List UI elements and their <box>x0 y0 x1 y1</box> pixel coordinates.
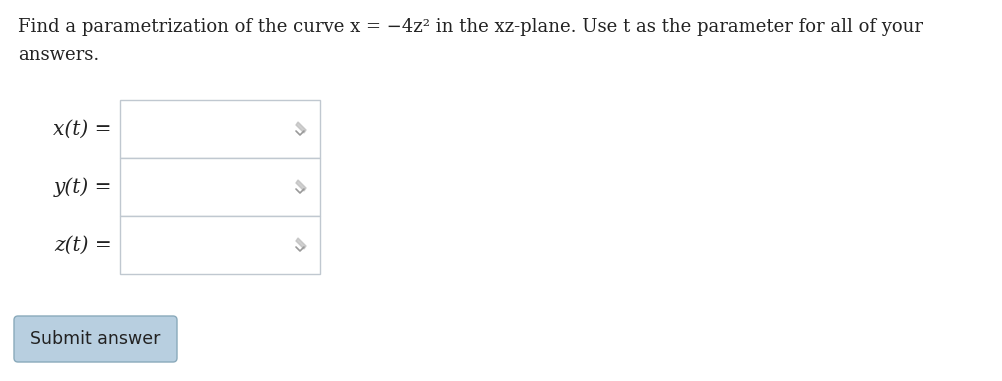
Text: answers.: answers. <box>18 46 99 64</box>
Text: Submit answer: Submit answer <box>30 330 160 348</box>
Bar <box>120 158 320 216</box>
Text: Find a parametrization of the curve x = −4z² in the xz-plane. Use t as the param: Find a parametrization of the curve x = … <box>18 18 923 36</box>
Text: z(t) =: z(t) = <box>54 235 112 255</box>
Bar <box>120 100 320 158</box>
Polygon shape <box>296 122 306 133</box>
Polygon shape <box>296 238 306 249</box>
Bar <box>120 216 320 274</box>
Text: y(t) =: y(t) = <box>53 177 112 197</box>
FancyBboxPatch shape <box>14 316 177 362</box>
Polygon shape <box>296 180 306 191</box>
Text: x(t) =: x(t) = <box>53 120 112 139</box>
